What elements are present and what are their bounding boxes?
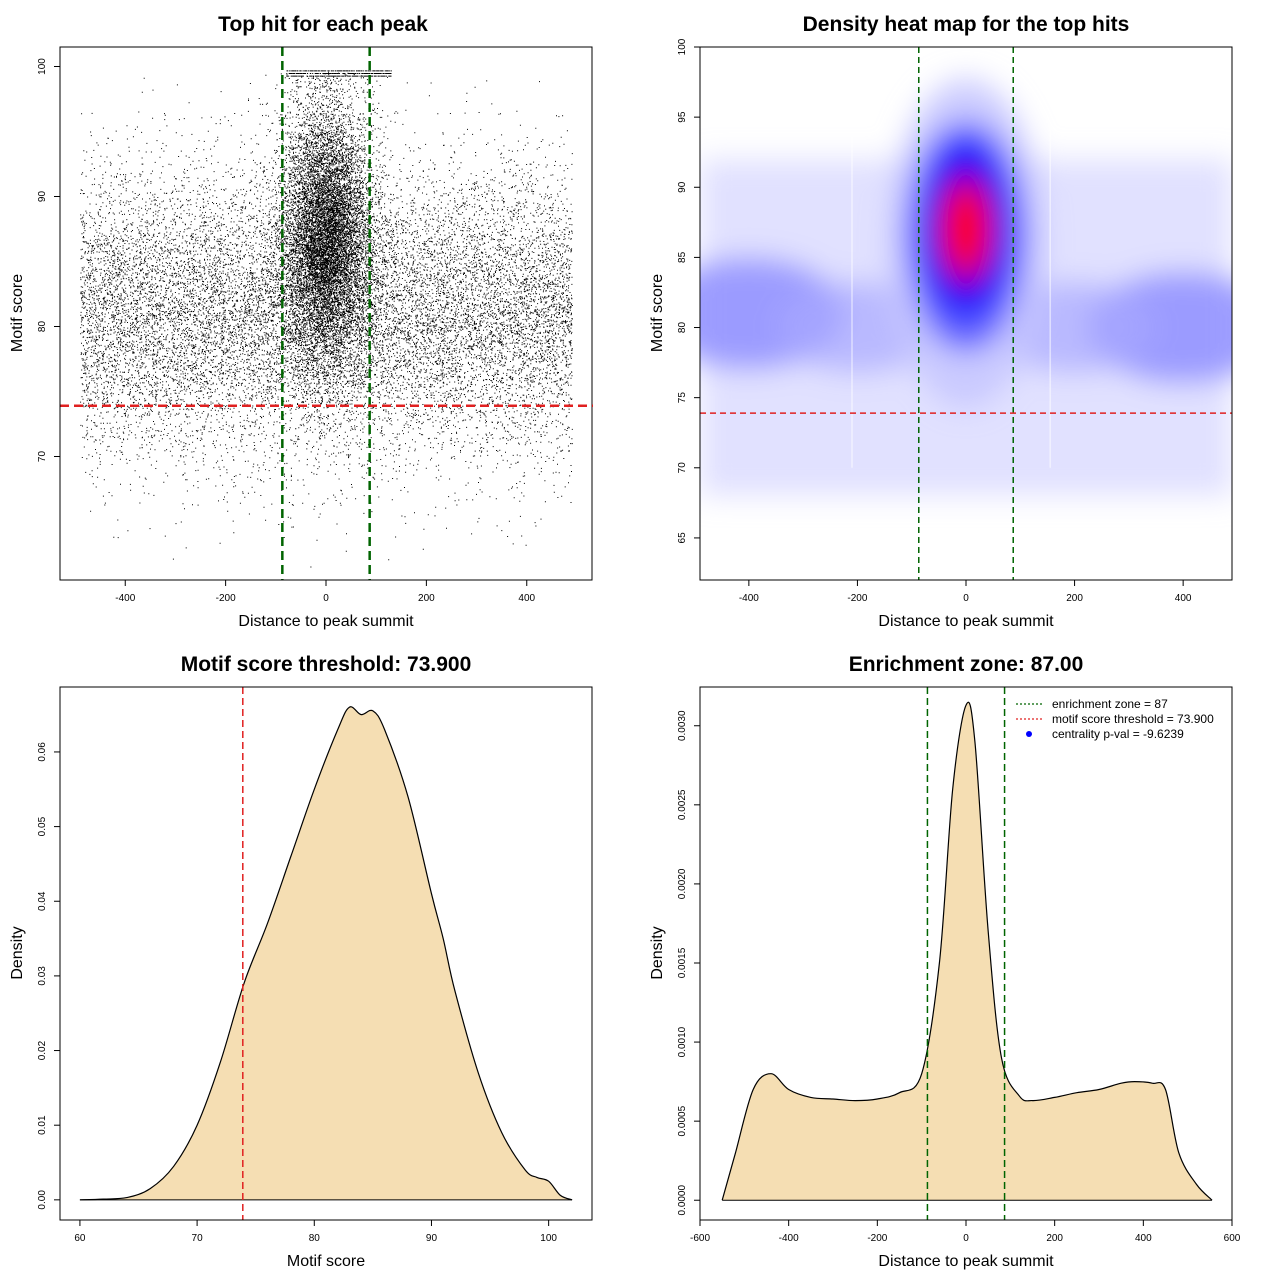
x-axis-label: Motif score <box>287 1253 365 1270</box>
y-tick-label: 65 <box>677 532 688 544</box>
y-tick-label: 0.00 <box>37 1190 48 1210</box>
panel-scatter: Top hit for each peak -400 -200 0 200 400 70… <box>9 13 593 630</box>
density-area <box>722 702 1212 1201</box>
y-tick-label: 0.0030 <box>677 710 688 741</box>
heat-core-red <box>946 189 986 270</box>
chart-title: Motif score threshold: 73.900 <box>181 653 472 676</box>
x-tick-label: 200 <box>418 593 435 604</box>
legend: enrichment zone = 87 motif score thresho… <box>1016 697 1214 741</box>
panel-heatmap: Density heat map for the top hits -400 -2… <box>649 13 1233 630</box>
x-tick-label: 600 <box>1224 1233 1241 1244</box>
panel-score-density: Motif score threshold: 73.900 60 70 80 90 10… <box>9 653 593 1270</box>
x-tick-label: 200 <box>1046 1233 1063 1244</box>
y-tick-label: 75 <box>677 392 688 404</box>
chart-title: Enrichment zone: 87.00 <box>849 653 1084 676</box>
x-tick-label: 400 <box>1175 593 1192 604</box>
y-tick-label: 0.05 <box>37 816 48 836</box>
density-curve <box>79 706 573 1201</box>
y-axis-label: Density <box>649 926 666 979</box>
y-tick-label: 0.0025 <box>677 789 688 820</box>
x-tick-label: 80 <box>309 1233 321 1244</box>
density-curve <box>721 701 1213 1201</box>
y-tick-label: 0.01 <box>37 1115 48 1135</box>
y-axis-label: Density <box>9 926 26 979</box>
x-tick-label: -400 <box>739 593 759 604</box>
x-tick-label: -600 <box>690 1233 710 1244</box>
y-tick-label: 100 <box>37 58 48 75</box>
x-tick-label: 70 <box>192 1233 204 1244</box>
y-tick-label: 0.02 <box>37 1040 48 1060</box>
y-tick-label: 0.0020 <box>677 868 688 899</box>
x-tick-label: 90 <box>426 1233 438 1244</box>
x-tick-label: -200 <box>216 593 236 604</box>
y-tick-label: 0.0010 <box>677 1026 688 1057</box>
x-tick-label: 200 <box>1066 593 1083 604</box>
legend-label-enrichment: enrichment zone = 87 <box>1052 697 1168 711</box>
legend-swatch-pval <box>1026 731 1032 737</box>
x-tick-label: 60 <box>74 1233 86 1244</box>
y-tick-label: 0.06 <box>37 742 48 762</box>
y-tick-label: 0.04 <box>37 891 48 911</box>
x-tick-label: 400 <box>1135 1233 1152 1244</box>
heatmap-area <box>700 47 1232 580</box>
chart-title: Density heat map for the top hits <box>803 13 1130 36</box>
density-area <box>79 706 573 1200</box>
y-tick-label: 80 <box>37 321 48 333</box>
x-tick-label: 0 <box>963 593 969 604</box>
y-tick-label: 90 <box>677 181 688 193</box>
y-tick-label: 0.0015 <box>677 947 688 978</box>
plot-area <box>80 70 573 568</box>
x-axis-label: Distance to peak summit <box>878 1253 1054 1270</box>
y-tick-label: 90 <box>37 191 48 203</box>
legend-label-threshold: motif score threshold = 73.900 <box>1052 712 1214 726</box>
x-tick-label: -200 <box>867 1233 887 1244</box>
y-tick-label: 0.0000 <box>677 1185 688 1216</box>
panel-distance-density: Enrichment zone: 87.00 -600 -400 -200 0 200 4… <box>649 653 1241 1270</box>
x-axis-label: Distance to peak summit <box>238 613 414 630</box>
chart-title: Top hit for each peak <box>218 13 428 36</box>
x-tick-label: 100 <box>540 1233 557 1244</box>
x-tick-label: -400 <box>779 1233 799 1244</box>
y-tick-label: 0.03 <box>37 966 48 986</box>
y-tick-label: 0.0005 <box>677 1105 688 1136</box>
y-tick-label: 100 <box>677 38 688 55</box>
y-axis-label: Motif score <box>649 274 666 352</box>
x-tick-label: 400 <box>518 593 535 604</box>
x-axis-label: Distance to peak summit <box>878 613 1054 630</box>
y-tick-label: 95 <box>677 111 688 123</box>
y-axis-label: Motif score <box>9 274 26 352</box>
x-tick-label: -400 <box>115 593 135 604</box>
legend-label-pval: centrality p-val = -9.6239 <box>1052 727 1184 741</box>
scatter-points <box>80 70 573 568</box>
x-tick-label: -200 <box>847 593 867 604</box>
x-tick-label: 0 <box>323 593 329 604</box>
x-tick-label: 0 <box>963 1233 969 1244</box>
y-tick-label: 80 <box>677 322 688 334</box>
y-tick-label: 85 <box>677 251 688 263</box>
y-tick-label: 70 <box>37 451 48 463</box>
y-tick-label: 70 <box>677 462 688 474</box>
